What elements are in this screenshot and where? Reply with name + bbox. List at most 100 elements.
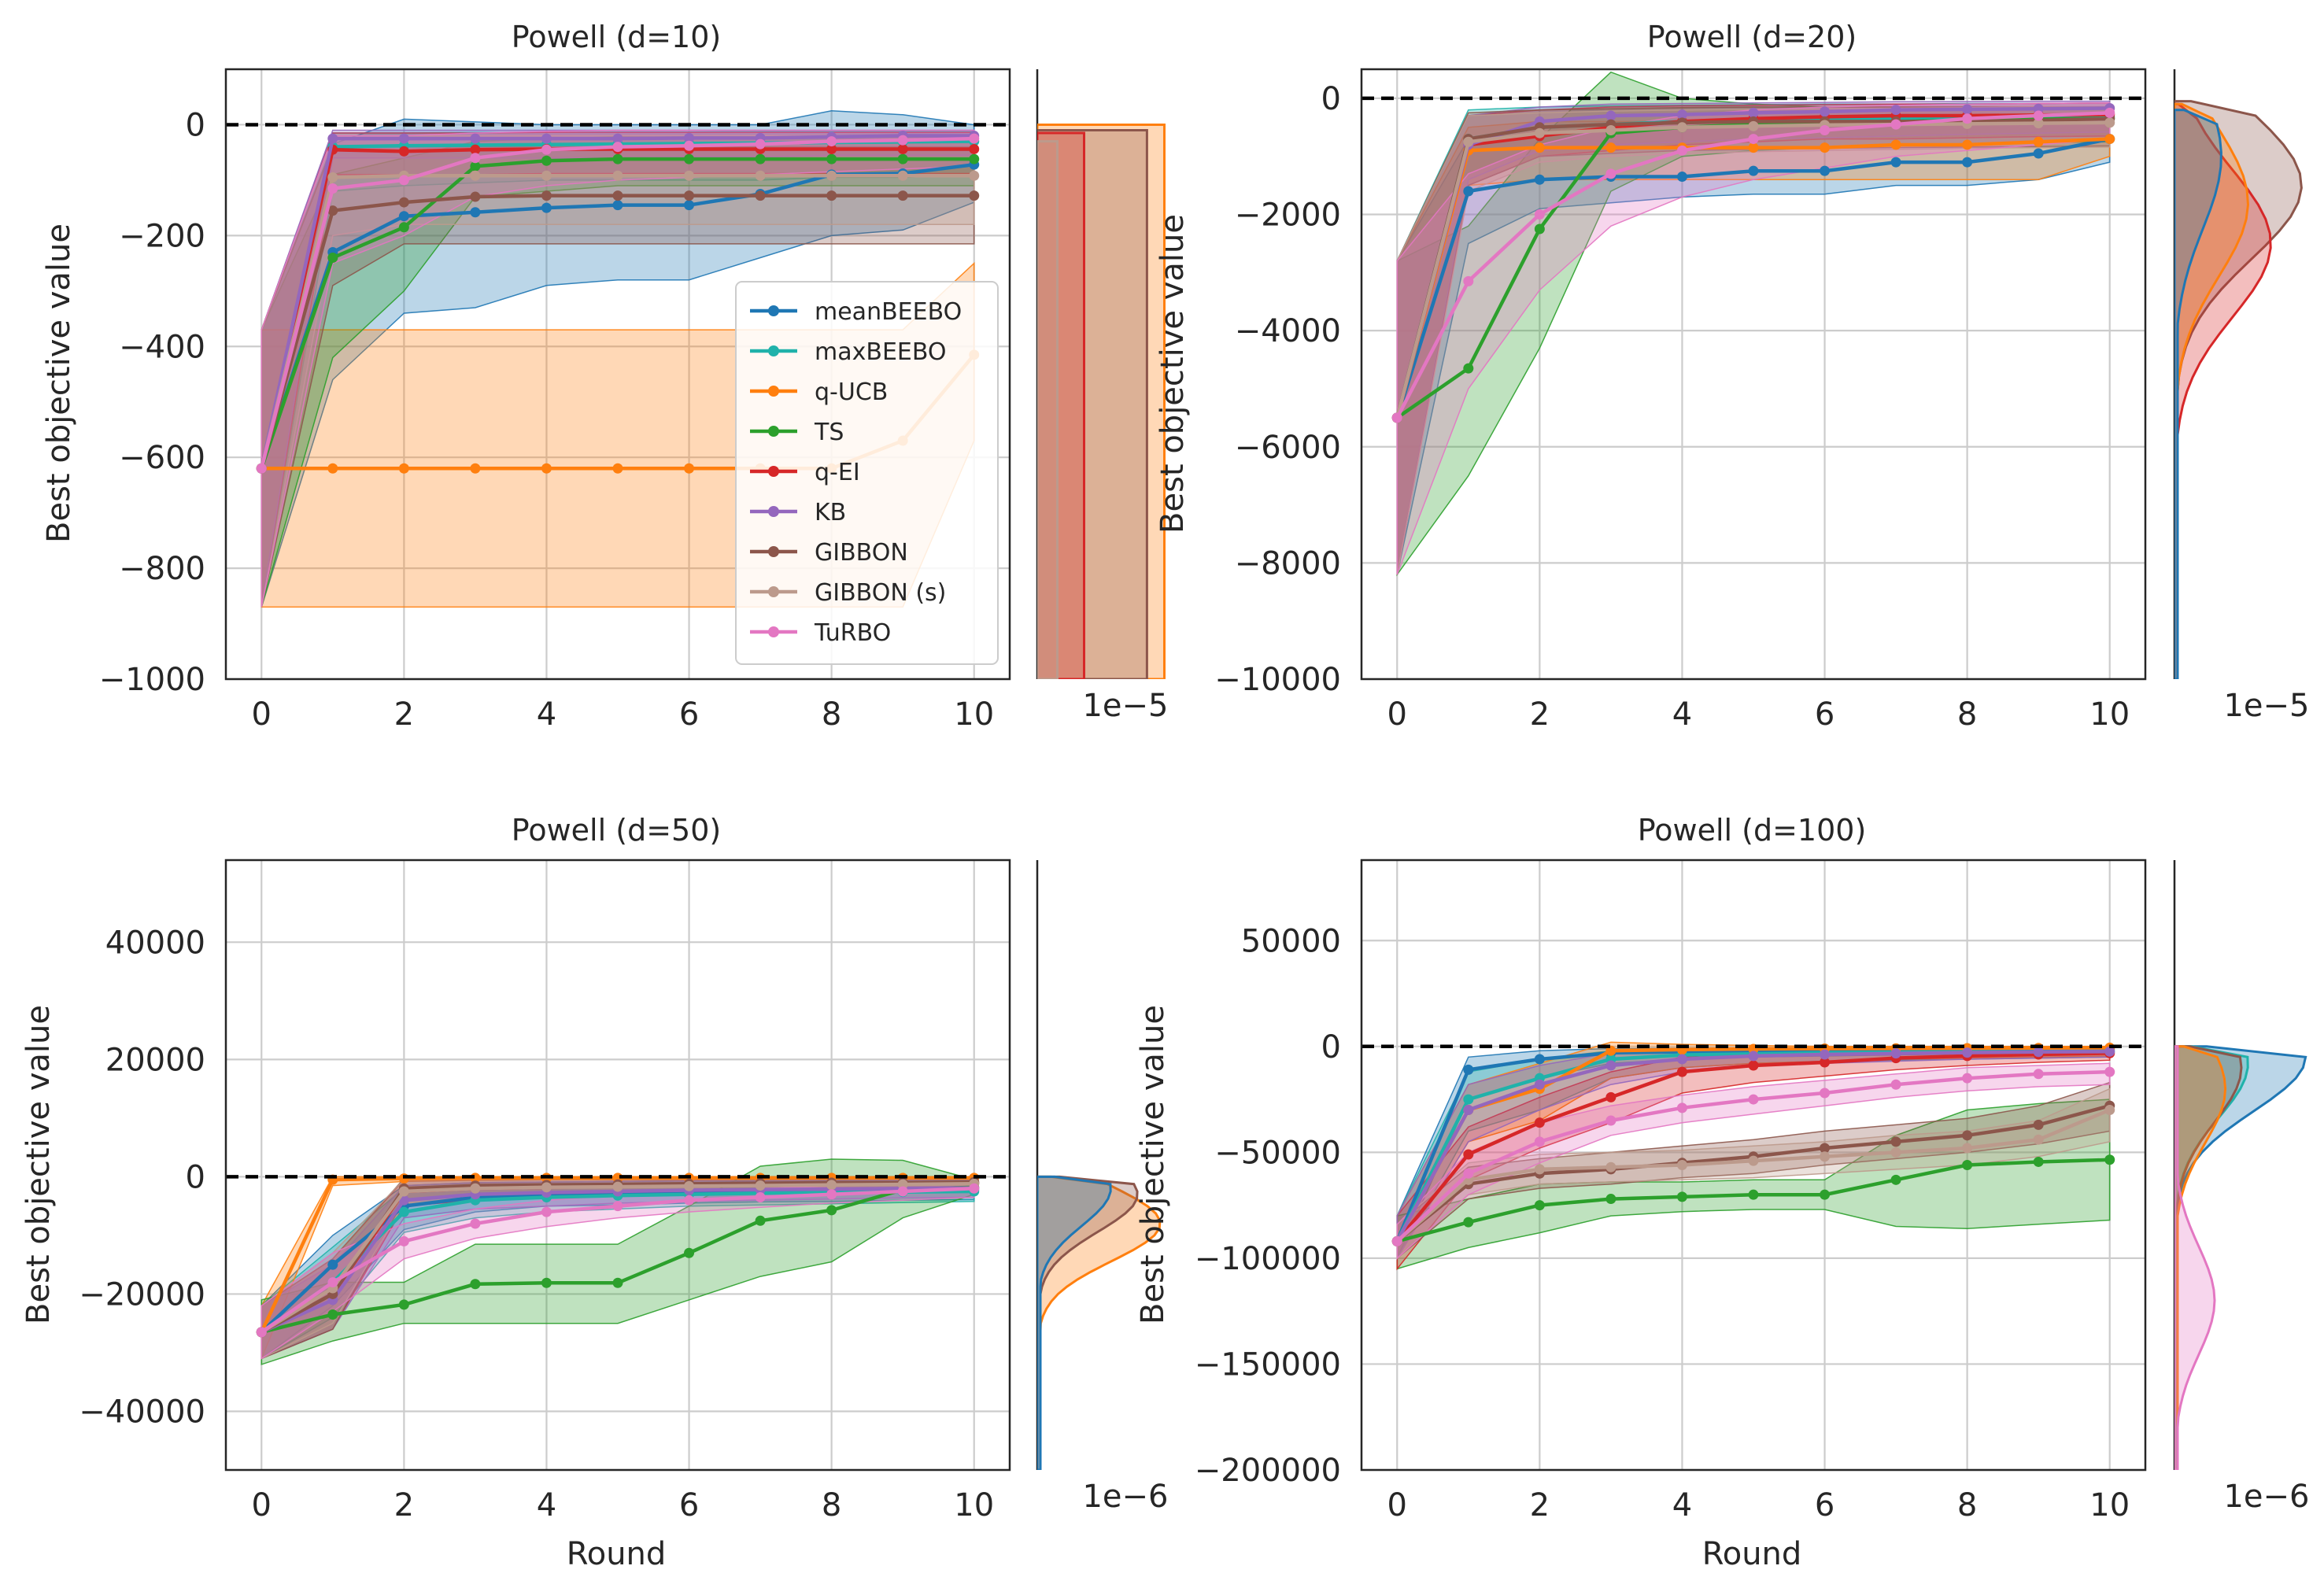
y-tick-label: −50000 (1214, 1135, 1341, 1171)
x-tick-label: 2 (394, 696, 414, 733)
point-gibbon-s (541, 170, 552, 181)
point-turbo (612, 142, 623, 153)
point-meanbeebo (2033, 148, 2044, 159)
point-turbo (1676, 145, 1687, 156)
point-q-ucb (1962, 139, 1973, 150)
legend-marker (768, 345, 779, 356)
point-meanbeebo (1534, 174, 1545, 185)
point-turbo (1534, 1136, 1545, 1147)
side-scale-label: 1e−6 (2223, 1479, 2309, 1515)
panel-title: Powell (d=100) (1638, 813, 1867, 848)
point-gibbon-s (1676, 122, 1687, 133)
legend-label: q-UCB (815, 379, 888, 406)
point-ts (1463, 363, 1474, 374)
axes-frame (1360, 859, 2147, 1472)
x-tick-label: 8 (1957, 696, 1977, 733)
x-tick-label: 0 (1387, 696, 1407, 733)
point-turbo (2033, 110, 2044, 121)
point-q-ucb (541, 463, 552, 474)
point-kb (1820, 106, 1831, 117)
point-kb (1676, 1054, 1687, 1065)
point-kb (541, 133, 552, 144)
x-tick-label: 4 (537, 696, 556, 733)
side-density-plot (2173, 69, 2303, 679)
point-turbo (1962, 1073, 1973, 1084)
point-q-ei (1605, 1091, 1616, 1102)
point-gibbon (755, 190, 766, 201)
legend-marker (768, 426, 779, 437)
point-gibbon-s (541, 1182, 552, 1193)
point-turbo (541, 1206, 552, 1217)
x-tick-label: 6 (679, 1487, 699, 1523)
density-q-ucb (2174, 1045, 2227, 1470)
point-q-ucb (470, 463, 481, 474)
point-ts (470, 161, 481, 172)
point-gibbon-s (826, 170, 837, 181)
x-tick-label: 0 (252, 696, 272, 733)
x-tick-label: 4 (1672, 1487, 1692, 1523)
point-gibbon (1962, 1130, 1973, 1141)
point-ts (1890, 1174, 1901, 1185)
side-density-plot (1036, 860, 1162, 1470)
point-turbo (1605, 168, 1616, 179)
point-kb (398, 133, 409, 144)
legend-label: maxBEEBO (815, 338, 947, 366)
point-meanbeebo (1748, 165, 1759, 176)
point-q-ucb (1605, 142, 1616, 153)
x-tick-label: 6 (1815, 696, 1834, 733)
point-ts (826, 1205, 837, 1216)
point-gibbon-s (2104, 117, 2115, 128)
point-kb (1962, 104, 1973, 115)
point-meanbeebo (684, 200, 695, 211)
point-kb (1890, 1048, 1901, 1059)
point-turbo (327, 183, 338, 194)
y-axis-label: Best objective value (41, 223, 77, 543)
point-q-ucb (1820, 142, 1831, 153)
point-ts (612, 1277, 623, 1288)
point-turbo (1820, 1088, 1831, 1099)
point-gibbon-s (1890, 1147, 1901, 1158)
point-turbo (398, 175, 409, 186)
point-meanbeebo (470, 207, 481, 218)
density-turbo (2174, 1045, 2216, 1470)
point-ts (1534, 223, 1545, 235)
point-turbo (1391, 412, 1402, 423)
point-kb (1676, 109, 1687, 120)
y-tick-label: −10000 (1214, 662, 1341, 698)
legend-marker (768, 586, 779, 597)
point-gibbon (1890, 1136, 1901, 1147)
point-meanbeebo (1534, 1054, 1545, 1065)
y-tick-label: −6000 (1235, 430, 1341, 466)
legend-marker (768, 305, 779, 316)
legend-entry-q-ucb: q-UCB (750, 379, 888, 406)
point-turbo (256, 1327, 267, 1338)
point-gibbon-s (897, 1179, 908, 1190)
point-turbo (1748, 134, 1759, 145)
y-tick-label: −20000 (79, 1276, 205, 1313)
y-tick-label: −100000 (1195, 1241, 1341, 1277)
point-gibbon-s (969, 170, 980, 181)
point-maxbeebo (1463, 1094, 1474, 1105)
point-ts (826, 153, 837, 164)
point-meanbeebo (541, 202, 552, 213)
point-turbo (1962, 113, 1973, 124)
point-turbo (1605, 1115, 1616, 1126)
density-group (2174, 100, 2303, 679)
point-gibbon-s (327, 172, 338, 183)
density-group (1037, 1175, 1162, 1470)
point-gibbon-s (684, 1180, 695, 1191)
y-tick-label: −40000 (79, 1394, 205, 1430)
point-kb (1962, 1047, 1973, 1058)
side-scale-label: 1e−5 (1082, 688, 1168, 724)
point-turbo (1534, 209, 1545, 220)
point-kb (612, 133, 623, 144)
point-turbo (470, 153, 481, 164)
legend-marker (768, 386, 779, 397)
point-gibbon-s (612, 1181, 623, 1192)
point-gibbon-s (684, 170, 695, 181)
point-turbo (2104, 1066, 2115, 1077)
legend-entry-ts: TS (750, 419, 844, 446)
x-tick-label: 2 (1530, 696, 1550, 733)
point-ts (1605, 1194, 1616, 1205)
